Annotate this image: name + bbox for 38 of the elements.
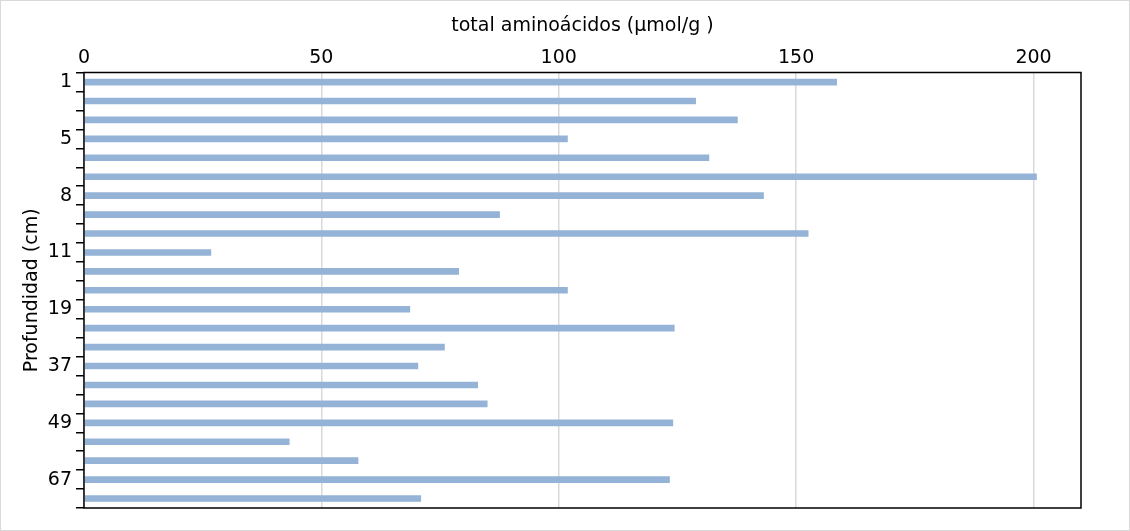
y-tick-label: 19: [47, 296, 72, 319]
bar: [84, 362, 419, 370]
bar: [84, 324, 675, 332]
y-tick-label: 11: [47, 239, 72, 262]
bar: [84, 476, 670, 483]
bar: [84, 343, 445, 351]
bar: [84, 135, 568, 143]
bar: [84, 381, 479, 389]
bar: [84, 495, 422, 502]
bar: [84, 249, 212, 256]
x-tick-label: 100: [540, 45, 577, 68]
bar: [84, 192, 764, 199]
bar: [84, 400, 488, 408]
y-tick-label: 8: [59, 182, 72, 205]
bar: [84, 268, 460, 275]
y-tick-label: 1: [59, 69, 72, 91]
y-tick-label: 49: [47, 409, 72, 432]
bar: [84, 154, 710, 162]
bar: [84, 116, 738, 124]
y-tick-label: 67: [47, 466, 72, 489]
x-tick-label: 150: [778, 45, 815, 68]
x-axis-title: total aminoácidos (µmol/g ): [451, 13, 714, 36]
x-tick-label: 200: [1015, 45, 1052, 68]
x-tick-label: 0: [77, 45, 91, 68]
bar: [84, 230, 809, 237]
bar: [84, 78, 837, 86]
bar: [84, 211, 500, 218]
bar: [84, 457, 359, 464]
y-tick-label: 37: [47, 352, 72, 375]
bar: [84, 419, 674, 427]
bar: [84, 97, 696, 105]
bar: [84, 173, 1037, 181]
y-tick-label: 5: [59, 125, 72, 148]
x-tick-label: 50: [309, 45, 334, 68]
bar: [84, 305, 411, 313]
y-axis-title: Profundidad (cm): [19, 208, 42, 373]
bar: [84, 438, 290, 446]
bar: [84, 286, 568, 294]
